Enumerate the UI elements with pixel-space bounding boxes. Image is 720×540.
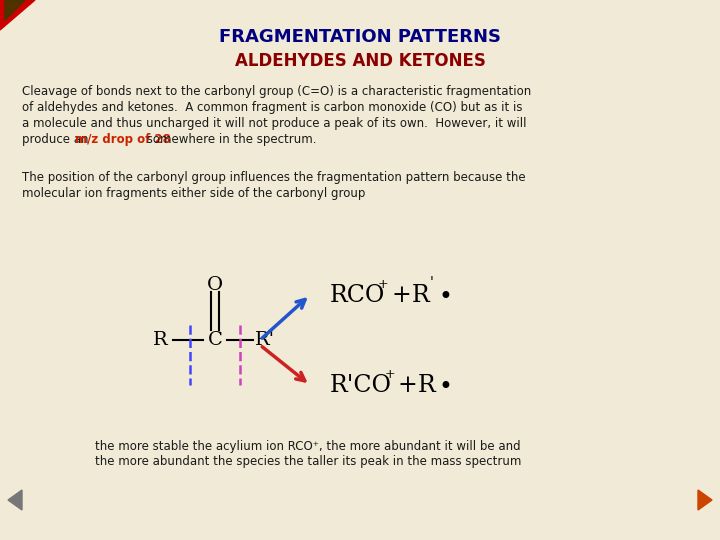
Text: molecular ion fragments either side of the carbonyl group: molecular ion fragments either side of t… [22, 187, 365, 200]
Polygon shape [5, 0, 25, 20]
Text: a molecule and thus uncharged it will not produce a peak of its own.  However, i: a molecule and thus uncharged it will no… [22, 117, 526, 130]
Text: •: • [438, 375, 452, 399]
Text: FRAGMENTATION PATTERNS: FRAGMENTATION PATTERNS [219, 28, 501, 46]
Text: +: + [398, 374, 418, 396]
Text: R: R [418, 374, 436, 396]
Text: m/z drop of 28: m/z drop of 28 [76, 133, 171, 146]
Text: The position of the carbonyl group influences the fragmentation pattern because : The position of the carbonyl group influ… [22, 171, 526, 184]
Text: R: R [153, 331, 167, 349]
Text: produce an: produce an [22, 133, 92, 146]
Polygon shape [0, 0, 35, 30]
Text: R: R [412, 284, 430, 307]
Text: R': R' [255, 331, 275, 349]
Text: •: • [438, 285, 452, 309]
Text: somewhere in the spectrum.: somewhere in the spectrum. [143, 133, 317, 146]
Polygon shape [698, 490, 712, 510]
Text: Cleavage of bonds next to the carbonyl group (C=O) is a characteristic fragmenta: Cleavage of bonds next to the carbonyl g… [22, 85, 531, 98]
Text: the more stable the acylium ion RCO⁺, the more abundant it will be and: the more stable the acylium ion RCO⁺, th… [95, 440, 521, 453]
Text: +: + [392, 284, 412, 307]
Text: O: O [207, 276, 223, 294]
Text: of aldehydes and ketones.  A common fragment is carbon monoxide (CO) but as it i: of aldehydes and ketones. A common fragm… [22, 101, 523, 114]
Text: the more abundant the species the taller its peak in the mass spectrum: the more abundant the species the taller… [95, 455, 521, 468]
Text: ALDEHYDES AND KETONES: ALDEHYDES AND KETONES [235, 52, 485, 70]
Text: ': ' [430, 276, 434, 290]
Text: C: C [207, 331, 222, 349]
Text: R'CO: R'CO [330, 374, 392, 396]
Text: RCO: RCO [330, 284, 385, 307]
Text: +: + [378, 279, 389, 292]
Text: +: + [385, 368, 395, 381]
Polygon shape [8, 490, 22, 510]
